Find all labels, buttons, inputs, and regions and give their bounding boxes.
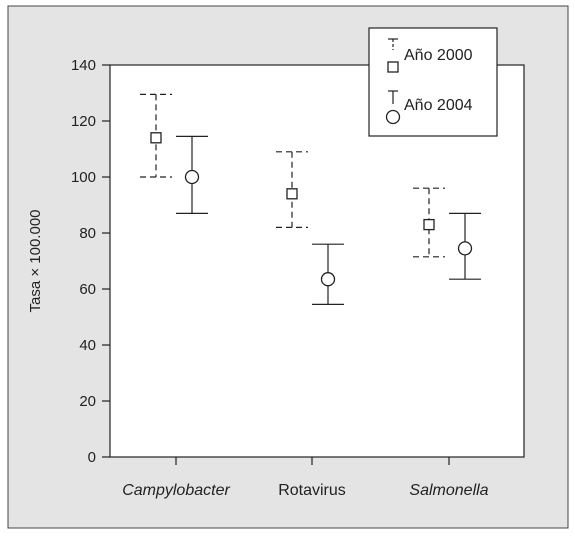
data-marks (140, 93, 481, 305)
circle-marker (320, 272, 336, 287)
y-tick-label: 120 (71, 113, 96, 130)
legend: Año 2000 Año 2004 (368, 27, 498, 137)
circle-marker (184, 169, 200, 185)
y-axis-label: Tasa × 100.000 (27, 209, 44, 312)
y-axis: 0 20 40 60 80 100 120 140 (71, 57, 110, 466)
error-bar-point (413, 187, 445, 258)
y-tick-label: 100 (71, 169, 96, 186)
legend-label: Año 2000 (404, 47, 473, 64)
y-tick-label: 0 (88, 449, 96, 466)
y-tick-label: 80 (79, 225, 96, 242)
legend-square-marker (387, 61, 399, 73)
legend-circle-marker (385, 109, 401, 125)
circle-marker (457, 241, 473, 256)
x-axis: Campylobacter Rotavirus Salmonella (122, 457, 489, 499)
legend-label: Año 2004 (404, 97, 473, 114)
x-category-label: Salmonella (409, 482, 488, 499)
legend-entry: Año 2004 (385, 90, 473, 125)
error-bar-point (140, 93, 172, 178)
square-marker (423, 218, 435, 231)
y-tick-label: 60 (79, 281, 96, 298)
y-tick-label: 20 (79, 393, 96, 410)
square-marker (150, 132, 162, 144)
error-bar-point (312, 243, 344, 305)
error-bar-point (276, 151, 308, 228)
x-category-label: Rotavirus (278, 482, 346, 499)
x-category-label: Campylobacter (122, 482, 230, 499)
error-bar-point (176, 135, 208, 214)
legend-entry: Año 2000 (387, 38, 473, 73)
square-marker (286, 188, 298, 200)
y-tick-label: 140 (71, 57, 96, 74)
y-tick-label: 40 (79, 337, 96, 354)
error-bar-point (449, 212, 481, 280)
